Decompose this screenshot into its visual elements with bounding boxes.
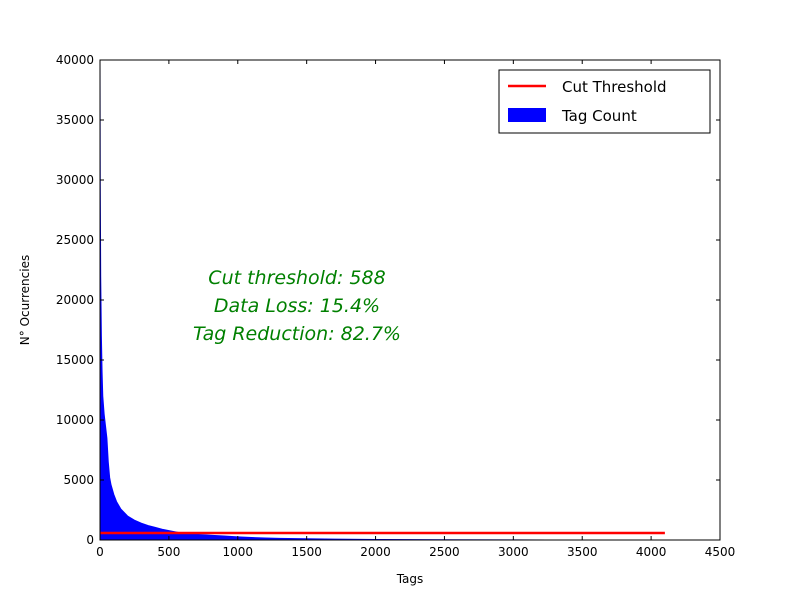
y-tick-label: 25000 xyxy=(56,233,94,247)
y-axis-label: N° Ocurrencies xyxy=(18,255,32,345)
y-tick-label: 10000 xyxy=(56,413,94,427)
x-tick-label: 1500 xyxy=(291,545,322,559)
y-tick-label: 0 xyxy=(86,533,94,547)
annotation-block: Cut threshold: 588 Data Loss: 15.4% Tag … xyxy=(193,267,401,345)
x-tick-label: 500 xyxy=(157,545,180,559)
legend-label-cut-threshold: Cut Threshold xyxy=(562,78,667,96)
x-tick-label: 3500 xyxy=(567,545,598,559)
y-tick-label: 5000 xyxy=(63,473,94,487)
x-tick-label: 2000 xyxy=(360,545,391,559)
legend-patch-swatch xyxy=(508,108,546,122)
x-axis-label: Tags xyxy=(396,572,424,586)
x-tick-label: 4500 xyxy=(705,545,736,559)
x-tick-label: 2500 xyxy=(429,545,460,559)
x-tick-label: 1000 xyxy=(223,545,254,559)
x-tick-label: 4000 xyxy=(636,545,667,559)
x-tick-label: 0 xyxy=(96,545,104,559)
y-tick-label: 30000 xyxy=(56,173,94,187)
x-tick-label: 3000 xyxy=(498,545,529,559)
y-tick-label: 15000 xyxy=(56,353,94,367)
y-tick-label: 40000 xyxy=(56,53,94,67)
annotation-cut-threshold: Cut threshold: 588 xyxy=(208,267,385,289)
y-tick-label: 20000 xyxy=(56,293,94,307)
annotation-tag-reduction: Tag Reduction: 82.7% xyxy=(193,323,401,345)
legend: Cut Threshold Tag Count xyxy=(499,70,710,133)
annotation-data-loss: Data Loss: 15.4% xyxy=(214,295,380,317)
y-tick-label: 35000 xyxy=(56,113,94,127)
legend-label-tag-count: Tag Count xyxy=(561,107,637,125)
